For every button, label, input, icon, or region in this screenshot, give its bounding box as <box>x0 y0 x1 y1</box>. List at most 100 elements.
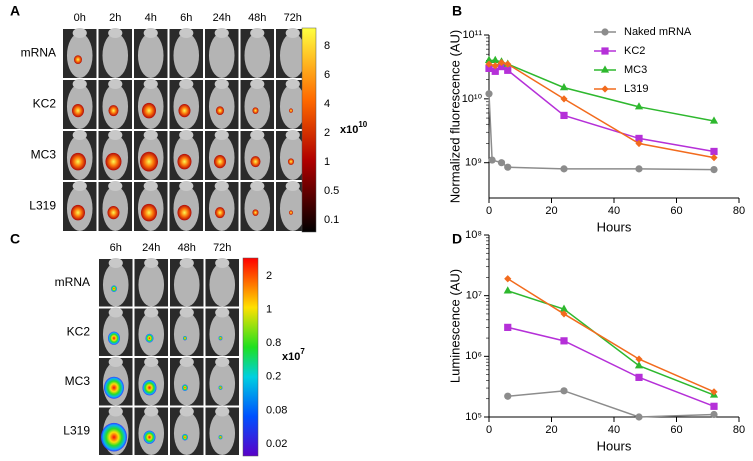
colorbar-label: 0.8 <box>266 337 281 349</box>
colorbar-label: 0.2 <box>266 371 281 383</box>
mouse-head <box>250 28 265 38</box>
marker <box>504 60 512 68</box>
mouse-head <box>179 258 194 268</box>
mouse-head <box>144 307 159 318</box>
x-axis-label: Hours <box>597 438 632 453</box>
y-tick-label: 10⁶ <box>465 350 482 362</box>
series-line <box>488 65 715 153</box>
y-tick-label: 10¹¹ <box>462 29 482 41</box>
mouse-head <box>143 130 158 140</box>
marker <box>503 286 512 294</box>
row-label: MC3 <box>31 148 57 162</box>
column-label: 24h <box>213 12 231 24</box>
marker <box>710 154 718 162</box>
mouse-body <box>279 84 306 129</box>
marker <box>488 156 496 164</box>
colorbar-unit-exponent: 10 <box>358 120 367 129</box>
panel-label: D <box>452 231 462 247</box>
signal <box>288 210 293 215</box>
signal <box>181 384 188 391</box>
signal <box>178 104 191 118</box>
legend-marker <box>601 85 609 93</box>
series-line <box>488 93 715 171</box>
y-axis-label: Luminescence (AU) <box>447 269 462 383</box>
marker <box>560 310 568 318</box>
mouse-head <box>144 406 159 417</box>
mouse-body <box>244 84 271 129</box>
signal <box>71 104 84 118</box>
colorbar-label: 1 <box>266 304 272 316</box>
colorbar-label: 0.1 <box>324 214 339 226</box>
signal <box>218 385 223 390</box>
x-tick-label: 60 <box>670 424 682 436</box>
signal <box>218 434 223 440</box>
mouse-body <box>209 312 236 357</box>
marker <box>560 165 568 173</box>
signal <box>214 207 225 219</box>
signal <box>103 376 124 399</box>
mouse-body <box>244 186 271 231</box>
mouse-body <box>173 411 200 456</box>
legend-marker <box>600 65 610 73</box>
mouse-head <box>72 130 87 140</box>
mouse-body <box>208 33 235 78</box>
signal <box>252 107 259 114</box>
mouse-head <box>179 357 194 367</box>
colorbar <box>301 27 317 233</box>
x-tick-label: 40 <box>608 205 620 217</box>
mouse-body <box>102 262 129 307</box>
mouse-head <box>72 28 87 38</box>
marker <box>484 55 494 64</box>
row-label: MC3 <box>65 374 91 388</box>
row-label: KC2 <box>67 324 91 338</box>
marker <box>491 55 500 64</box>
mouse-head <box>214 79 229 89</box>
mouse-body <box>173 312 200 357</box>
mouse-body <box>138 262 165 307</box>
signal <box>177 204 192 221</box>
marker <box>710 147 718 156</box>
mouse-body <box>173 361 200 406</box>
marker <box>560 337 568 345</box>
row-label: KC2 <box>33 97 57 111</box>
mouse-head <box>250 181 265 191</box>
signal <box>252 209 259 216</box>
x-tick-label: 80 <box>733 424 745 436</box>
marker <box>560 111 568 120</box>
marker <box>635 165 643 173</box>
mouse-body <box>279 186 306 231</box>
series-line <box>488 61 715 159</box>
mouse-head <box>108 406 123 417</box>
marker <box>491 67 499 75</box>
marker <box>485 64 493 72</box>
mouse-head <box>108 28 123 38</box>
signal <box>100 422 127 452</box>
marker <box>634 361 644 369</box>
column-label: 6h <box>180 12 192 24</box>
mouse-head <box>215 307 230 318</box>
signal <box>69 152 86 171</box>
row-label: mRNA <box>21 46 56 60</box>
signal <box>142 379 157 396</box>
panel-label: B <box>452 3 462 19</box>
signal <box>177 153 192 170</box>
legend-marker <box>601 28 609 36</box>
signal <box>70 204 85 221</box>
colorbar-unit-base: x10 <box>340 124 358 136</box>
x-tick-label: 20 <box>545 205 557 217</box>
colorbar-unit-exponent: 7 <box>300 347 305 356</box>
marker <box>559 83 569 91</box>
marker <box>710 402 718 410</box>
signal <box>218 335 223 341</box>
column-label: 72h <box>213 242 231 254</box>
marker <box>709 116 719 124</box>
colorbar-unit-base: x10 <box>282 351 300 363</box>
marker <box>635 373 643 381</box>
y-tick-label: 10⁵ <box>465 411 482 423</box>
mouse-head <box>143 181 158 191</box>
signal <box>250 156 261 168</box>
mouse-head <box>144 258 159 268</box>
colorbar-unit: x107 <box>282 347 305 363</box>
mouse-head <box>179 406 194 417</box>
